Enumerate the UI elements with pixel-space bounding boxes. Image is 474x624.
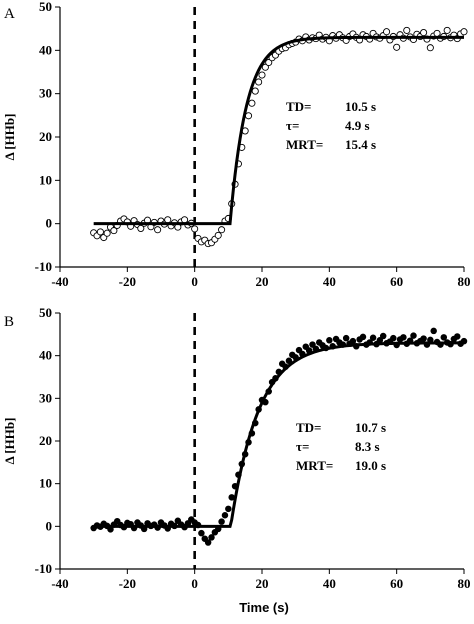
panel-b-data-point: [430, 327, 437, 335]
panel-b-annotation-label: MRT=: [296, 458, 333, 473]
panel-b-y-tick-label: 30: [39, 390, 52, 405]
panel-b-data-point: [410, 332, 417, 339]
panel-b-x-tick-label: 20: [256, 576, 269, 591]
panel-b-data-point: [359, 333, 367, 341]
panel-b-x-tick-label: 60: [390, 576, 403, 591]
panel-a-x-tick-label: 40: [323, 274, 336, 289]
panel-a-data-point: [103, 229, 111, 237]
panel-a-data-point: [261, 63, 269, 71]
panel-b-data-point: [400, 334, 407, 341]
panel-a-data-point: [248, 99, 256, 107]
panel-a-x-tick-label: -20: [119, 274, 136, 289]
panel-b-data-point: [208, 534, 215, 541]
panel-a-fit-curve: [93, 35, 464, 226]
panel-a-y-tick-label: 50: [39, 0, 52, 14]
panel-a-data-point: [255, 78, 263, 86]
panel-a-letter: A: [4, 6, 15, 22]
panel-a-data-point: [110, 227, 118, 235]
panel-a-data-point: [218, 226, 226, 234]
panel-b-annotation-value: 8.3 s: [355, 439, 380, 454]
panel-b-data-point: [221, 511, 229, 519]
panel-b-data-point: [379, 332, 387, 340]
panel-b-x-tick-label: 0: [191, 576, 198, 591]
panel-b-data-point: [218, 518, 225, 525]
panel-a-y-tick-label: 10: [39, 172, 52, 187]
panel-b-fit-curve: [93, 341, 464, 528]
panel-b-data-point: [309, 341, 316, 348]
panel-b-y-tick-label: 50: [39, 305, 52, 320]
panel-b-y-tick-label: 40: [39, 348, 52, 363]
panel-a-annotation-value: 10.5 s: [345, 99, 376, 114]
panel-b-data-point: [369, 334, 377, 341]
panel-b-data-point: [454, 333, 461, 340]
panel-b-data-point: [390, 334, 397, 342]
panel-a-annotation-value: 4.9 s: [345, 118, 370, 133]
panel-b-x-tick-label: -40: [51, 576, 68, 591]
panel-a-y-tick-label: 20: [39, 129, 52, 144]
panel-b-y-tick-label: 20: [39, 433, 52, 448]
panel-b-x-tick-label: -20: [119, 576, 136, 591]
panel-a-annotation-label: MRT=: [286, 137, 323, 152]
panel-a-data-point: [443, 26, 451, 34]
panel-b-data-point: [349, 337, 357, 345]
panel-b-y-tick-label: -10: [35, 561, 52, 576]
panel-b-annotation-label: TD=: [296, 420, 321, 435]
panel-b-data-point: [285, 357, 293, 365]
panel-a-data-point: [137, 224, 145, 232]
panel-a-data-point: [96, 228, 104, 236]
panel-a-data-point: [383, 28, 391, 36]
panel-a-x-tick-label: 0: [191, 274, 198, 289]
panel-b-data-point: [225, 505, 232, 513]
panel-a-y-tick-label: 30: [39, 86, 52, 101]
panel-a-data-point: [214, 231, 222, 239]
panel-b-x-tick-label: 40: [323, 576, 336, 591]
panel-a-data-point: [265, 58, 273, 67]
panel-b-y-tick-label: 0: [46, 518, 53, 533]
panel-a-data-point: [164, 216, 172, 224]
panel-b-data-point: [198, 529, 205, 537]
panel-a-y-tick-label: 40: [39, 42, 52, 57]
panel-a-x-tick-label: 20: [256, 274, 269, 289]
panel-a-annotation-label: τ=: [286, 118, 299, 133]
panel-b-annotation-value: 10.7 s: [355, 420, 386, 435]
panel-b-data-point: [440, 334, 448, 341]
panel-b-y-axis-title: Δ [HHb]: [2, 418, 17, 465]
panel-a-data-point: [191, 225, 199, 233]
panel-a-data-point: [460, 28, 468, 36]
panel-b-annotation-value: 19.0 s: [355, 458, 386, 473]
panel-a-x-tick-label: 80: [458, 274, 471, 289]
panel-a-data-point: [403, 26, 411, 34]
panel-a-y-tick-label: -10: [35, 259, 52, 274]
panel-a-annotation-value: 15.4 s: [345, 137, 376, 152]
panel-a-x-tick-label: -40: [51, 274, 68, 289]
panel-b-letter: B: [4, 314, 14, 330]
panel-a-data-point: [426, 44, 434, 52]
panel-a-x-tick-label: 60: [390, 274, 403, 289]
panel-a-y-axis-title: Δ [HHb]: [2, 114, 17, 161]
panel-b-y-tick-label: 10: [39, 476, 52, 491]
panel-b-annotation-label: τ=: [296, 439, 309, 454]
panel-a-data-point: [393, 43, 401, 51]
panel-b-x-axis-title: Time (s): [239, 600, 289, 615]
panel-a-annotation-label: TD=: [286, 99, 311, 114]
panel-a-data-point: [420, 29, 428, 37]
panel-b-x-tick-label: 80: [458, 576, 471, 591]
panel-b-data-point: [326, 337, 333, 344]
panel-a-y-tick-label: 0: [46, 216, 53, 231]
panel-a-data-point: [154, 226, 162, 234]
panel-b-data-point: [420, 335, 427, 342]
panel-a-data-point: [251, 87, 259, 95]
panel-a-data-point: [258, 71, 266, 79]
panel-a-data-point: [244, 112, 253, 120]
panel-b-data-point: [342, 334, 350, 342]
panel-b-data-point: [204, 539, 212, 546]
